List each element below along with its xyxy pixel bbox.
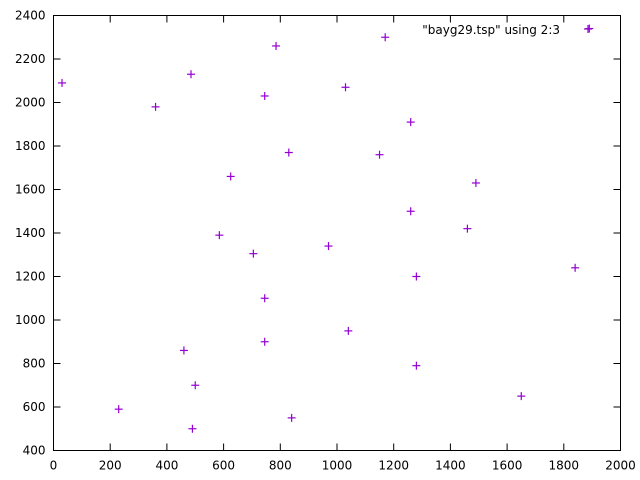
data-point bbox=[186, 70, 195, 79]
data-point bbox=[249, 249, 258, 258]
data-point bbox=[191, 381, 200, 390]
y-axis: 400 600 800 1000 1200 1400 1600 1800 2000 2200 240… bbox=[15, 9, 621, 458]
x-tick-label: 2000 bbox=[605, 459, 636, 473]
y-tick-label: 400 bbox=[23, 444, 46, 458]
y-tick-label: 2000 bbox=[15, 96, 46, 110]
data-point bbox=[341, 83, 350, 92]
data-point bbox=[406, 118, 415, 127]
data-point bbox=[406, 207, 415, 216]
data-point bbox=[381, 33, 390, 42]
x-axis: 0 200 400 600 800 1000 1200 1400 1600 1800 2000 bbox=[50, 15, 636, 473]
x-tick-label: 800 bbox=[269, 459, 292, 473]
y-tick-label: 1000 bbox=[15, 313, 46, 327]
data-point bbox=[324, 242, 333, 251]
data-point bbox=[188, 424, 197, 433]
y-tick-label: 1800 bbox=[15, 139, 46, 153]
data-point bbox=[260, 91, 269, 100]
data-points bbox=[58, 24, 594, 433]
x-tick-label: 600 bbox=[212, 459, 235, 473]
data-point bbox=[215, 231, 224, 240]
x-tick-label: 1600 bbox=[492, 459, 523, 473]
data-point bbox=[260, 294, 269, 303]
data-point bbox=[571, 263, 580, 272]
y-tick-label: 2200 bbox=[15, 52, 46, 66]
data-point bbox=[58, 78, 67, 87]
data-point bbox=[272, 41, 281, 50]
y-tick-label: 1600 bbox=[15, 183, 46, 197]
x-tick-label: 0 bbox=[50, 459, 58, 473]
data-point bbox=[412, 272, 421, 281]
data-point bbox=[517, 392, 526, 401]
legend-marker bbox=[584, 25, 592, 33]
x-tick-label: 1200 bbox=[378, 459, 409, 473]
data-point bbox=[284, 148, 293, 157]
data-point bbox=[114, 405, 123, 414]
x-tick-label: 1800 bbox=[549, 459, 580, 473]
data-point bbox=[226, 172, 235, 181]
x-tick-label: 200 bbox=[99, 459, 122, 473]
legend-label: "bayg29.tsp" using 2:3 bbox=[422, 23, 560, 37]
legend: "bayg29.tsp" using 2:3 bbox=[422, 23, 592, 37]
y-tick-label: 800 bbox=[23, 357, 46, 371]
x-tick-label: 400 bbox=[155, 459, 178, 473]
plot-area-frame bbox=[53, 15, 621, 451]
y-tick-label: 1200 bbox=[15, 270, 46, 284]
data-point bbox=[179, 346, 188, 355]
x-tick-label: 1400 bbox=[435, 459, 466, 473]
y-tick-label: 2400 bbox=[15, 9, 46, 23]
data-point bbox=[463, 224, 472, 233]
y-tick-label: 600 bbox=[23, 400, 46, 414]
data-point bbox=[412, 361, 421, 370]
data-point bbox=[471, 178, 480, 187]
data-point bbox=[344, 326, 353, 335]
data-point bbox=[375, 150, 384, 159]
data-point bbox=[260, 337, 269, 346]
y-tick-label: 1400 bbox=[15, 226, 46, 240]
data-point bbox=[151, 102, 160, 111]
data-point bbox=[287, 413, 296, 422]
x-tick-label: 1000 bbox=[322, 459, 353, 473]
